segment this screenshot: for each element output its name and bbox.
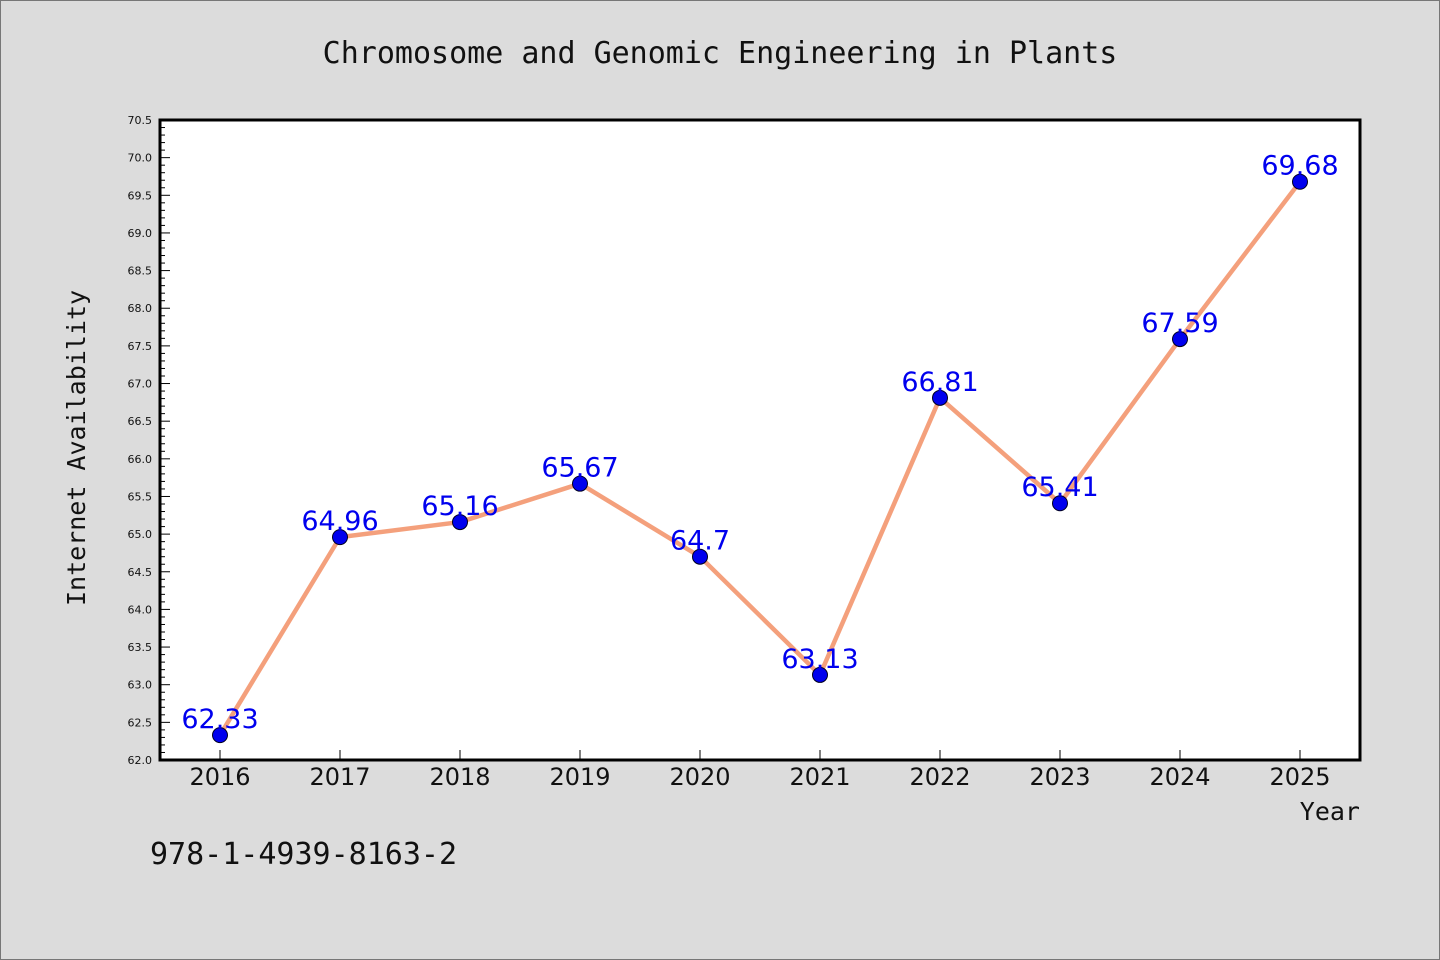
y-tick-label: 64.0: [128, 603, 153, 616]
y-tick-label: 65.0: [128, 528, 153, 541]
data-point: [1052, 495, 1068, 512]
y-axis-label: Internet Availability: [62, 290, 91, 606]
data-label: 63.13: [781, 644, 858, 675]
series-line: [217, 179, 1303, 738]
x-tick-label: 2019: [549, 763, 610, 791]
y-tick-label: 68.5: [128, 265, 153, 278]
data-label: 65.16: [421, 491, 498, 522]
y-tick-label: 70.5: [128, 114, 153, 127]
x-tick-label: 2017: [309, 763, 370, 791]
plot-area: [160, 120, 1360, 760]
y-tick-label: 65.5: [128, 490, 153, 503]
data-point: [572, 475, 588, 492]
data-point: [812, 666, 828, 683]
y-tick-label: 62.5: [128, 716, 153, 729]
series-layer: 62.33 64.96 65.16 65.67 64.7 63.13 66.81 65.41 6…: [181, 151, 1339, 744]
data-label: 65.67: [541, 453, 618, 484]
y-tick-label: 67.5: [128, 340, 153, 353]
x-tick-label: 2018: [429, 763, 490, 791]
y-tick-label: 70.0: [128, 152, 153, 165]
y-tick-label: 66.5: [128, 415, 153, 428]
data-label: 64.7: [670, 526, 730, 557]
data-label: 67.59: [1141, 308, 1218, 339]
data-point: [452, 514, 468, 531]
data-label: 62.33: [181, 704, 258, 735]
data-point: [1292, 173, 1308, 190]
x-tick-label: 2020: [669, 763, 730, 791]
plot-frame: [158, 118, 1362, 762]
y-tick-label: 69.5: [128, 189, 153, 202]
x-tick-label: 2024: [1149, 763, 1210, 791]
x-tick-label: 2023: [1029, 763, 1090, 791]
x-tick-label: 2022: [909, 763, 970, 791]
data-point: [332, 529, 348, 546]
x-axis-ticks: 2016 2017 2018 2019 2020 2021 2022 2023 2024 2025: [189, 750, 1331, 791]
x-tick-label: 2016: [189, 763, 250, 791]
data-point: [932, 389, 948, 406]
data-label: 69.68: [1261, 151, 1338, 182]
data-point: [212, 727, 228, 744]
y-tick-label: 68.0: [128, 302, 153, 315]
y-tick-label: 62.0: [128, 754, 153, 767]
data-label: 66.81: [901, 367, 978, 398]
y-tick-label: 66.0: [128, 453, 153, 466]
data-label: 64.96: [301, 506, 378, 537]
x-axis-label: Year: [1300, 797, 1360, 826]
chart-title: Chromosome and Genomic Engineering in Pl…: [323, 36, 1118, 71]
data-point: [1172, 331, 1188, 348]
data-label: 65.41: [1021, 472, 1098, 503]
data-point: [692, 548, 708, 565]
y-tick-label: 63.0: [128, 679, 153, 692]
y-tick-label: 69.0: [128, 227, 153, 240]
footer-isbn: 978-1-4939-8163-2: [150, 837, 457, 872]
y-tick-label: 67.0: [128, 378, 153, 391]
y-tick-label: 63.5: [128, 641, 153, 654]
x-tick-label: 2021: [789, 763, 850, 791]
x-tick-label: 2025: [1269, 763, 1330, 791]
y-tick-label: 64.5: [128, 566, 153, 579]
y-axis-ticks: 62.0 62.5 63.0 63.5 64.0 64.5 65.0 65.5 66.0 66.5…: [128, 114, 170, 767]
